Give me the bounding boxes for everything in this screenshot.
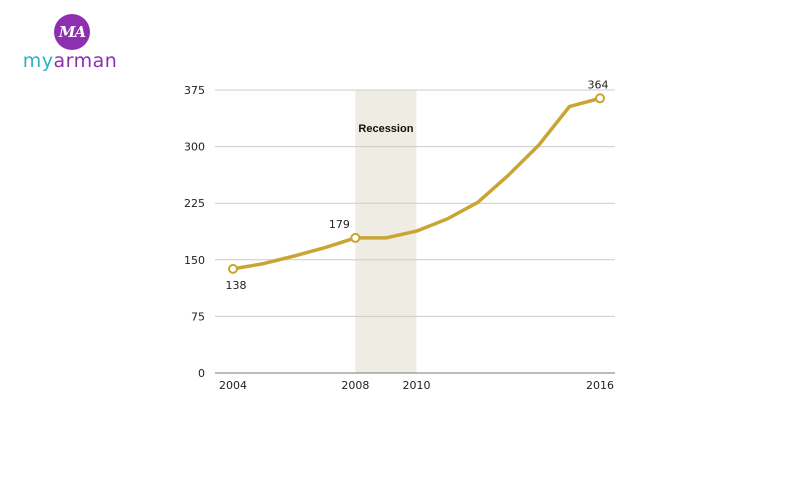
y-tick-label: 375 xyxy=(184,84,205,97)
logo-word-part2: arman xyxy=(53,50,118,72)
x-tick-label: 2016 xyxy=(586,379,614,392)
x-tick-label: 2004 xyxy=(219,379,247,392)
series-line xyxy=(231,96,602,271)
data-label: 364 xyxy=(588,78,609,91)
data-label: 138 xyxy=(226,279,247,292)
recession-label: Recession xyxy=(358,123,413,135)
x-tick-label: 2010 xyxy=(403,379,431,392)
x-tick-label: 2008 xyxy=(341,379,369,392)
logo-word-part1: my xyxy=(22,50,54,72)
logo-wordmark: myarman xyxy=(14,50,126,72)
logo-badge: MA xyxy=(54,14,90,50)
y-tick-label: 300 xyxy=(184,141,205,154)
data-point xyxy=(228,263,238,274)
data-point xyxy=(350,232,361,243)
y-tick-label: 0 xyxy=(198,367,205,380)
data-label: 179 xyxy=(329,218,350,231)
logo: MA myarman xyxy=(14,14,126,72)
y-tick-label: 225 xyxy=(184,197,205,210)
data-point xyxy=(595,93,605,104)
y-tick-label: 150 xyxy=(184,254,205,267)
recession-band xyxy=(355,90,417,373)
y-tick-label: 75 xyxy=(191,310,205,323)
